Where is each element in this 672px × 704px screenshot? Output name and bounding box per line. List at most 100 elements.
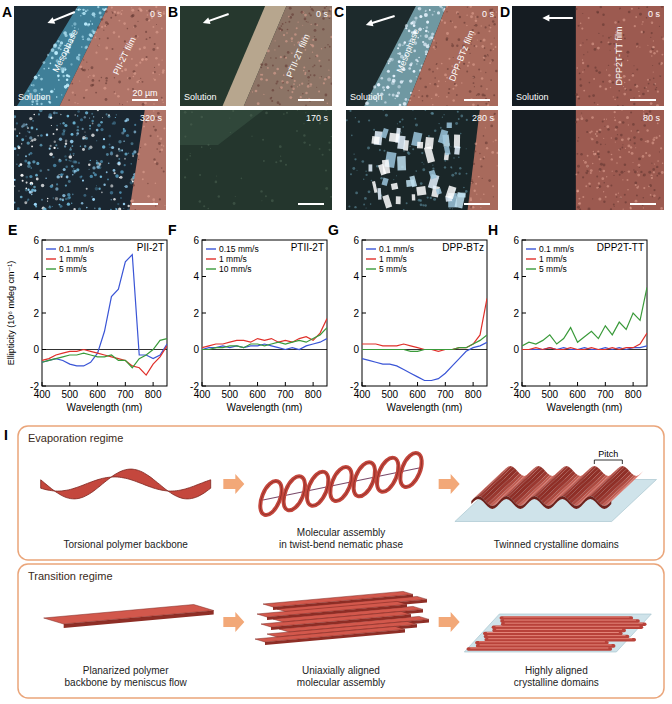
direction-arrow <box>371 16 395 24</box>
texture <box>576 190 579 193</box>
texture <box>273 72 276 75</box>
texture <box>597 153 600 156</box>
texture <box>36 178 39 181</box>
texture <box>659 135 661 137</box>
texture <box>108 115 111 118</box>
film-label: PII-2T film <box>111 35 138 76</box>
scale-bar <box>132 203 158 205</box>
texture <box>311 44 313 46</box>
texture <box>606 176 607 177</box>
texture <box>45 178 46 179</box>
texture <box>159 74 160 75</box>
texture <box>76 56 80 60</box>
texture <box>70 63 72 65</box>
texture <box>421 152 423 154</box>
texture <box>84 145 86 147</box>
texture <box>153 110 154 111</box>
crystal <box>381 128 389 139</box>
texture <box>132 152 135 155</box>
texture <box>648 171 651 174</box>
texture <box>449 207 450 208</box>
texture <box>163 127 165 129</box>
legend-label: 1 mm/s <box>219 254 247 264</box>
texture <box>423 28 424 29</box>
texture <box>93 116 94 117</box>
texture <box>279 103 281 105</box>
y-tick <box>202 240 206 241</box>
texture <box>56 112 58 114</box>
texture <box>466 119 468 121</box>
texture <box>72 153 74 155</box>
texture <box>491 60 492 61</box>
texture <box>588 207 591 210</box>
y-tick <box>522 276 526 277</box>
texture <box>361 160 364 163</box>
texture <box>21 138 24 141</box>
texture <box>448 88 450 90</box>
texture <box>110 147 111 148</box>
texture <box>101 77 102 78</box>
texture <box>108 162 110 164</box>
texture <box>163 171 165 173</box>
micrograph-late: 280 s <box>346 109 499 211</box>
texture <box>21 125 24 128</box>
texture <box>82 180 84 182</box>
texture <box>477 93 480 96</box>
texture <box>71 83 73 85</box>
texture <box>606 119 607 120</box>
texture <box>274 49 275 50</box>
texture <box>305 72 307 74</box>
texture <box>368 190 371 193</box>
texture <box>582 176 584 178</box>
texture <box>86 89 88 91</box>
texture <box>388 94 390 96</box>
texture <box>14 185 15 187</box>
texture <box>480 40 482 42</box>
texture <box>117 162 120 165</box>
texture <box>604 126 605 127</box>
texture <box>591 130 593 132</box>
texture <box>63 168 66 171</box>
texture <box>157 135 159 137</box>
texture <box>114 11 116 13</box>
texture <box>636 130 638 132</box>
texture <box>645 152 647 154</box>
texture <box>430 197 432 199</box>
texture <box>659 197 661 199</box>
texture <box>600 41 602 43</box>
texture <box>59 159 62 162</box>
texture <box>113 198 115 200</box>
texture <box>618 193 619 194</box>
texture <box>47 169 49 171</box>
texture <box>624 164 627 167</box>
texture <box>142 178 144 180</box>
legend-label: 0.1 mm/s <box>59 244 94 254</box>
texture <box>16 122 18 124</box>
texture <box>617 105 619 106</box>
texture <box>630 207 632 209</box>
texture <box>323 82 325 84</box>
texture <box>460 133 462 135</box>
texture <box>154 67 155 68</box>
texture <box>630 146 632 148</box>
texture <box>83 59 84 60</box>
series-line <box>522 287 647 345</box>
texture <box>472 76 475 79</box>
texture <box>62 122 64 124</box>
texture <box>643 197 645 199</box>
texture <box>588 95 590 97</box>
texture <box>291 86 293 88</box>
texture <box>634 142 636 144</box>
texture <box>643 207 644 208</box>
texture <box>579 78 581 80</box>
zero-line <box>202 349 327 350</box>
texture <box>468 61 470 63</box>
texture <box>26 123 28 125</box>
texture <box>84 131 85 132</box>
texture <box>638 157 641 160</box>
x-tick <box>389 382 390 386</box>
texture <box>415 124 418 127</box>
texture <box>152 26 154 28</box>
texture <box>592 163 594 165</box>
texture <box>433 11 435 13</box>
